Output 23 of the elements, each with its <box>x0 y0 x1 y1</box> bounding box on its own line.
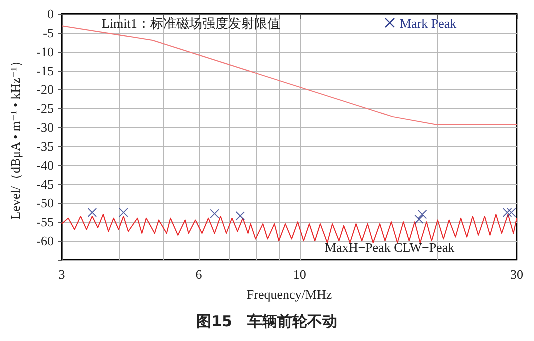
y-tick-label: -35 <box>36 138 54 154</box>
y-tick-label: -45 <box>36 176 54 192</box>
x-tick-label: 30 <box>510 267 524 282</box>
x-tick-label: 6 <box>196 267 203 282</box>
x-tick-label: 10 <box>293 267 306 282</box>
y-tick-label: -55 <box>36 214 54 230</box>
series-label: MaxH−Peak CLW−Peak <box>325 240 456 255</box>
caption: 图15 车辆前轮不动 <box>196 312 338 330</box>
y-tick-label: -20 <box>36 82 54 98</box>
y-tick-label: -25 <box>36 101 54 116</box>
x-tick-label: 3 <box>58 267 66 282</box>
y-tick-label: -5 <box>43 25 54 40</box>
y-tick-label: -15 <box>36 63 54 78</box>
series-label: Limit1：标准磁场强度发射限值 <box>102 16 280 31</box>
y-tick-label: -50 <box>36 196 54 211</box>
y-tick-label: -10 <box>36 44 54 60</box>
y-tick-label: -30 <box>36 120 54 136</box>
y-tick-label: -60 <box>36 234 54 249</box>
y-tick-label: 0 <box>48 6 54 22</box>
x-axis-title: Frequency/MHz <box>246 287 332 302</box>
text: Mark Peak <box>400 16 458 31</box>
y-tick-label: -40 <box>36 158 54 173</box>
y-axis-title: Level/（dBμA • m⁻¹ • kHz⁻¹） <box>8 54 23 220</box>
